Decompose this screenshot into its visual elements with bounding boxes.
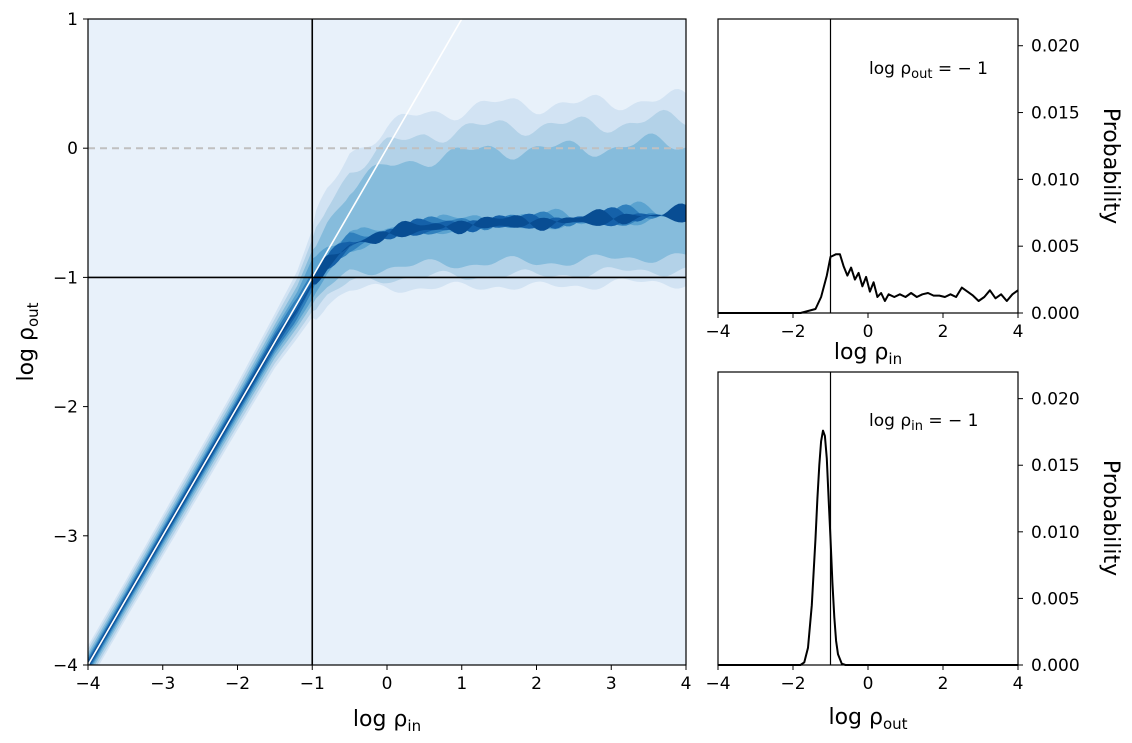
y-tick-label: 1: [67, 10, 78, 30]
x-tick-label: 0: [382, 674, 393, 694]
x-tick-label: 4: [1013, 322, 1024, 342]
x-tick-label: 0: [863, 322, 874, 342]
x-tick-label: −1: [300, 674, 325, 694]
y-tick-label: 0.020: [1031, 390, 1080, 410]
reference-lines: [88, 19, 686, 665]
x-tick-label: 2: [938, 322, 949, 342]
y-tick-label: 0.005: [1031, 589, 1080, 609]
x-tick-label: −4: [705, 322, 730, 342]
x-tick-label: 4: [681, 674, 692, 694]
x-tick-label: 4: [1013, 674, 1024, 694]
density-contour-level: [88, 133, 686, 665]
x-tick-label: 2: [531, 674, 542, 694]
top-right-y-axis-label: Probability: [1098, 108, 1123, 224]
bottom-right-marks: [718, 372, 1018, 666]
y-tick-label: 0.000: [1031, 304, 1080, 324]
top-right-annotation: log ρout = − 1: [869, 59, 988, 82]
y-tick-label: −2: [53, 398, 78, 418]
bottom-right-x-axis-label: log ρout: [828, 705, 907, 733]
x-tick-label: −4: [705, 674, 730, 694]
top-right-panel: −4 −2 0 2 4 0.000 0.005 0.010 0.015 0.020 log ρo…: [705, 18, 1123, 368]
x-tick-label: −2: [225, 674, 250, 694]
y-tick-label: 0.015: [1031, 456, 1080, 476]
x-tick-label: 1: [456, 674, 467, 694]
main-panel: −4 −3 −2 −1 0 1 2 3 4 −4 −3 −2 −1 0 1 log ρin log ρou…: [14, 10, 691, 735]
x-tick-label: −4: [75, 674, 100, 694]
probability-curve: [718, 429, 1018, 666]
x-tick-label: −2: [780, 674, 805, 694]
y-tick-label: 0.010: [1031, 170, 1080, 190]
top-right-x-axis-label: log ρin: [834, 340, 902, 368]
y-tick-label: −4: [53, 656, 78, 676]
x-tick-label: 3: [606, 674, 617, 694]
x-tick-label: 0: [863, 674, 874, 694]
main-y-ticks: −4 −3 −2 −1 0 1: [53, 10, 88, 676]
main-y-axis-label: log ρout: [14, 302, 42, 381]
y-tick-label: 0: [67, 139, 78, 159]
bottom-right-y-ticks: 0.000 0.005 0.010 0.015 0.020: [1018, 390, 1080, 676]
bottom-right-x-ticks: −4 −2 0 2 4: [705, 665, 1023, 694]
y-tick-label: 0.000: [1031, 656, 1080, 676]
y-tick-label: 0.015: [1031, 104, 1080, 124]
density-contours: [88, 89, 686, 665]
bottom-right-annotation: log ρin = − 1: [869, 411, 979, 434]
main-x-ticks: −4 −3 −2 −1 0 1 2 3 4: [75, 665, 691, 694]
x-tick-label: −3: [150, 674, 175, 694]
top-right-marks: [718, 19, 1019, 314]
y-tick-label: 0.010: [1031, 523, 1080, 543]
y-tick-label: 0.020: [1031, 37, 1080, 57]
y-tick-label: −3: [53, 527, 78, 547]
top-right-x-ticks: −4 −2 0 2 4: [705, 313, 1023, 342]
probability-curve: [718, 253, 1019, 314]
main-x-axis-label: log ρin: [353, 707, 421, 735]
top-right-y-ticks: 0.000 0.005 0.010 0.015 0.020: [1018, 37, 1080, 324]
x-tick-label: 2: [938, 674, 949, 694]
bottom-right-panel: −4 −2 0 2 4 0.000 0.005 0.010 0.015 0.020 log ρi…: [705, 371, 1123, 733]
y-tick-label: 0.005: [1031, 237, 1080, 257]
bottom-right-y-axis-label: Probability: [1098, 460, 1123, 576]
y-tick-label: −1: [53, 268, 78, 288]
x-tick-label: −2: [780, 322, 805, 342]
reference-line: [88, 19, 463, 665]
